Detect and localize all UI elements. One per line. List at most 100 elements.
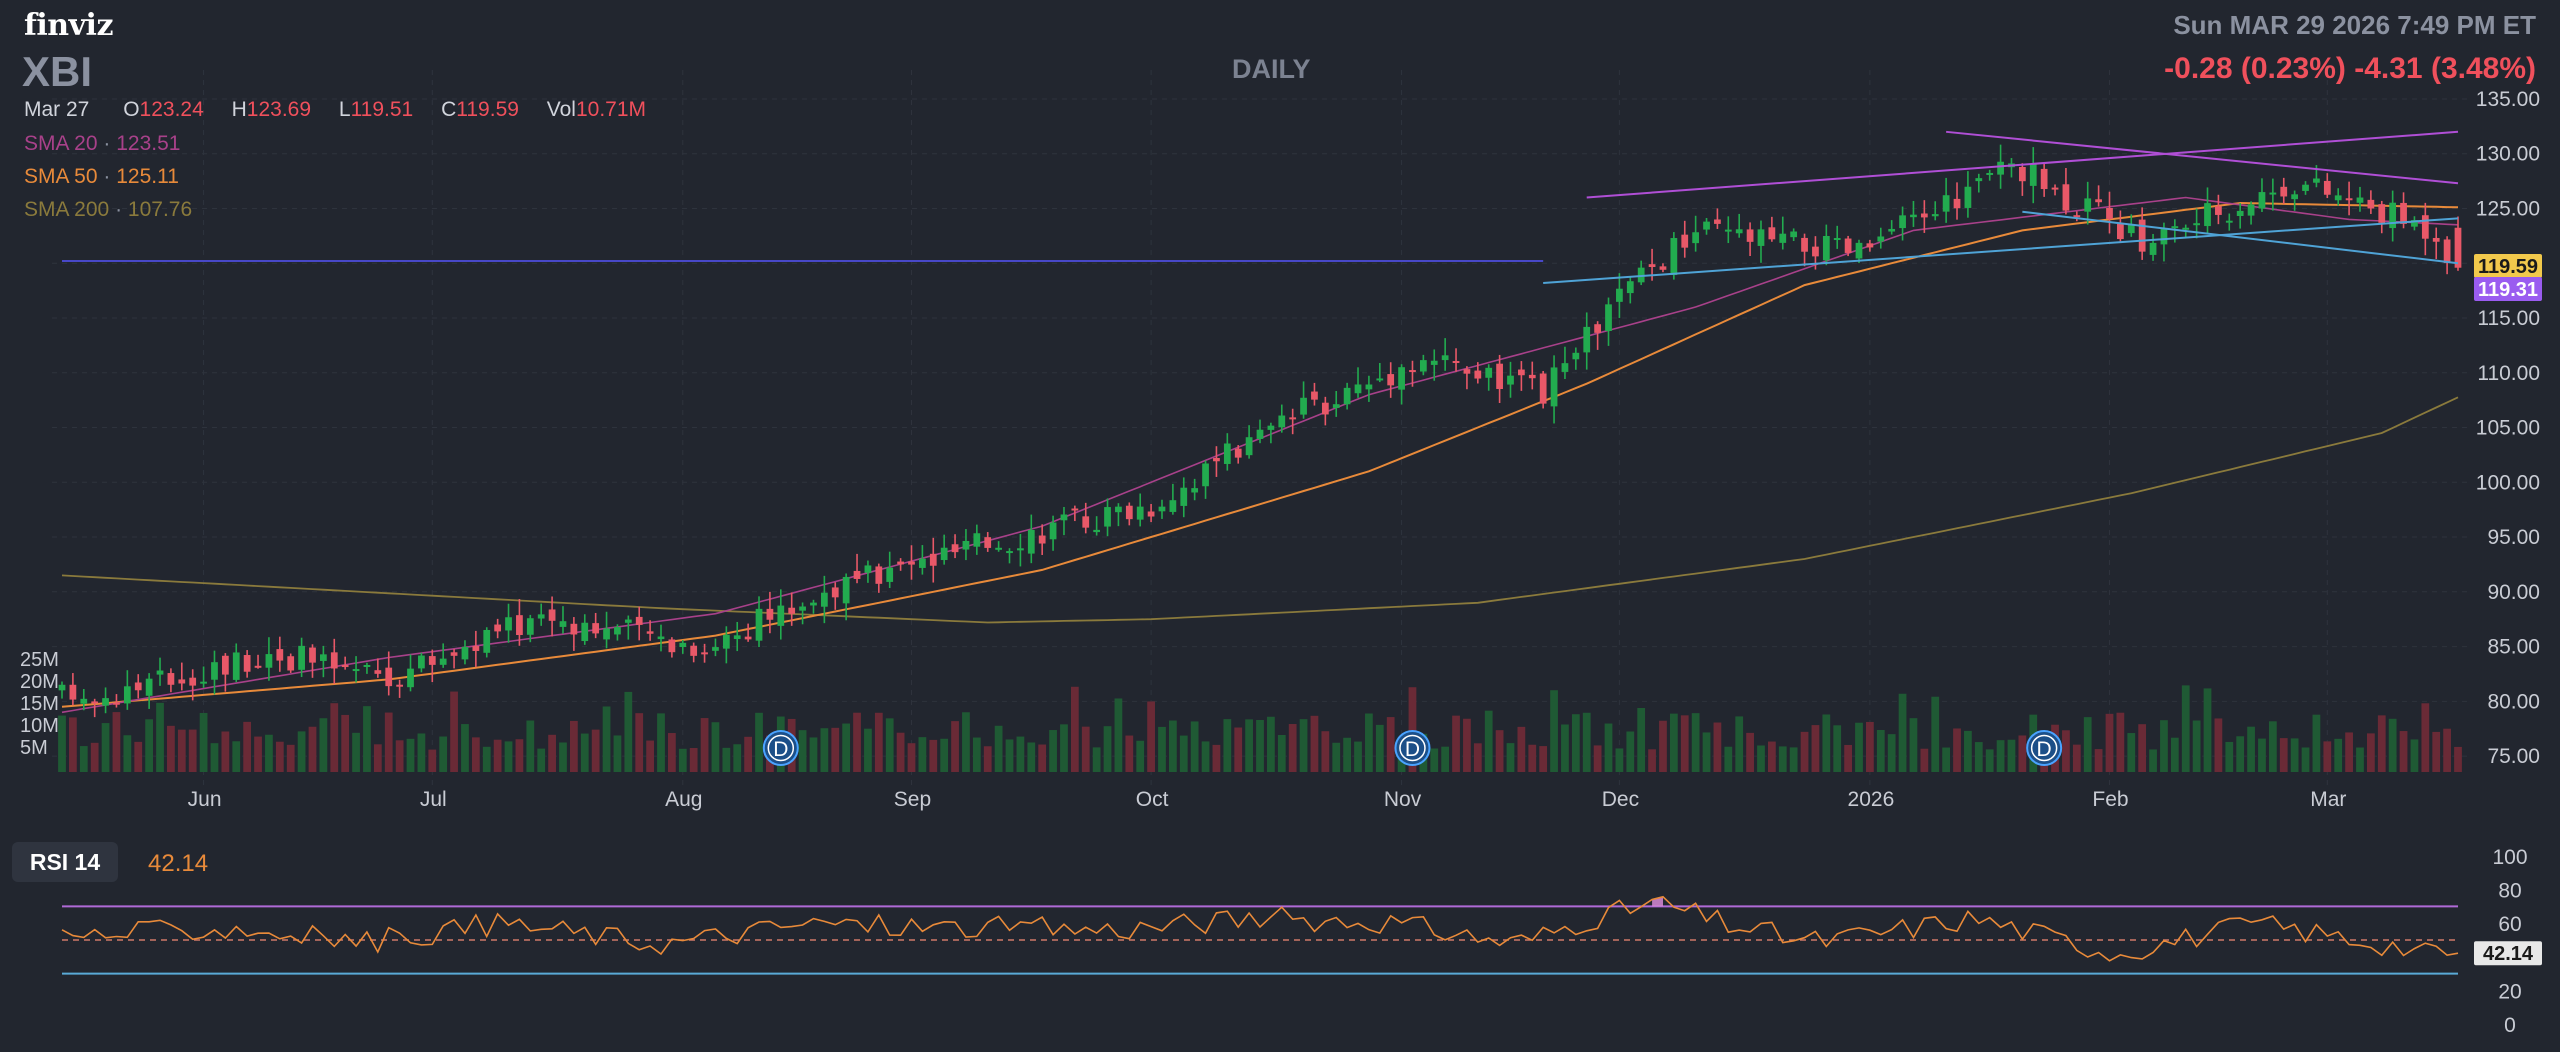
volume-bar	[580, 733, 589, 772]
volume-bar	[1702, 732, 1711, 772]
sma20-legend[interactable]: SMA 20 · 123.51	[24, 132, 181, 155]
volume-bar	[1593, 745, 1602, 772]
volume-bar	[2279, 738, 2288, 772]
finviz-logo[interactable]: finviz	[24, 8, 113, 43]
volume-bar	[1245, 719, 1253, 772]
volume-bar	[1528, 744, 1537, 772]
candle-body	[2421, 215, 2429, 239]
volume-bar	[646, 740, 654, 772]
candle-body	[1365, 384, 1373, 390]
dividend-marker[interactable]: D	[2026, 730, 2063, 766]
volume-bar	[2018, 735, 2027, 772]
volume-bar	[1996, 740, 2005, 772]
volume-bar	[1310, 715, 1319, 772]
candle-body	[330, 652, 338, 669]
volume-bar	[918, 737, 927, 772]
candle-body	[1942, 195, 1950, 212]
sma20-label: SMA 20	[24, 132, 98, 155]
volume-bar	[2007, 739, 2016, 772]
candle-body	[1637, 267, 1645, 283]
volume-bar	[79, 746, 88, 772]
volume-bar	[1767, 741, 1776, 772]
candle-body	[1659, 266, 1667, 270]
candle-body	[1670, 238, 1678, 276]
candle-body	[1452, 361, 1460, 364]
candle-body	[1027, 529, 1035, 554]
volume-bar	[123, 735, 132, 772]
candle-body	[2291, 194, 2299, 200]
dividend-ring	[1399, 734, 1426, 762]
sma50-legend[interactable]: SMA 50 · 125.11	[24, 165, 179, 188]
low-value: 119.51	[350, 98, 414, 121]
volume-bar	[286, 744, 295, 772]
candle-body	[1300, 397, 1307, 415]
candle-body	[1714, 219, 1721, 224]
price-change: -0.28 (0.23%) -4.31 (3.48%)	[2164, 52, 2536, 85]
candle-body	[1343, 387, 1351, 405]
sma50-label: SMA 50	[24, 165, 98, 188]
volume-bar	[1724, 746, 1733, 772]
volume-bar	[526, 720, 535, 772]
high-label: H	[231, 98, 247, 121]
candle-body	[1735, 229, 1743, 234]
candle-body	[254, 665, 262, 668]
candle-body	[701, 652, 708, 655]
volume-bar	[1909, 718, 1918, 772]
candle-body	[178, 679, 186, 684]
volume-bar	[1637, 707, 1646, 772]
candle-body	[1191, 488, 1199, 493]
volume-bar	[2127, 733, 2136, 772]
dividend-marker[interactable]: D	[762, 730, 799, 766]
candle-body	[820, 592, 828, 607]
rsi-indicator-tab[interactable]: RSI 14	[12, 842, 118, 882]
candle-body	[1213, 458, 1220, 462]
volume-bar	[1746, 732, 1754, 772]
volume-label: Vol	[546, 98, 576, 121]
candle-body	[995, 547, 1002, 550]
candle-body	[973, 533, 981, 547]
price-tick-8: 115.00	[2477, 307, 2540, 330]
price-tick-5: 100.00	[2476, 471, 2540, 494]
volume-bar	[1964, 730, 1972, 772]
volume-bar	[624, 691, 633, 772]
volume-bar	[243, 721, 252, 772]
candle-body	[962, 540, 970, 550]
candle-body	[1049, 522, 1057, 540]
rsi-tick-4: 80	[2498, 880, 2521, 903]
candle-body	[1953, 198, 1961, 209]
volume-bar	[1158, 726, 1166, 772]
candle-body	[1060, 514, 1068, 521]
candle-body	[505, 617, 512, 631]
candle-body	[1017, 548, 1024, 551]
volume-bar	[1615, 748, 1624, 772]
volume-bar	[1985, 749, 1994, 772]
candle-body	[1986, 172, 1994, 175]
volume-bar	[221, 731, 230, 772]
dividend-marker[interactable]: D	[1394, 730, 1431, 766]
candle-body	[1703, 221, 1710, 230]
volume-bar	[1833, 725, 1842, 772]
candle-body	[113, 702, 120, 705]
candle-body	[919, 558, 926, 568]
volume-bar	[2312, 714, 2321, 772]
candle-body	[1354, 384, 1362, 394]
candle-body	[1202, 463, 1209, 487]
volume-bar	[2345, 732, 2353, 772]
candle-body	[1311, 391, 1318, 400]
rsi-tick-3: 60	[2498, 913, 2521, 936]
volume-bar	[471, 737, 480, 772]
candle-body	[69, 684, 77, 700]
candle-body	[657, 636, 665, 640]
candle-body	[1398, 367, 1405, 390]
date-tick-6: Dec	[1602, 788, 1639, 811]
candle-body	[287, 656, 295, 671]
volume-bar	[2301, 747, 2310, 772]
volume-bar	[2170, 737, 2179, 772]
volume-bar	[2160, 720, 2168, 772]
volume-bar	[2399, 731, 2408, 772]
candle-body	[2258, 192, 2266, 209]
sma200-legend[interactable]: SMA 200 · 107.76	[24, 198, 193, 221]
candle-body	[1136, 506, 1144, 520]
volume-bar	[450, 691, 458, 772]
